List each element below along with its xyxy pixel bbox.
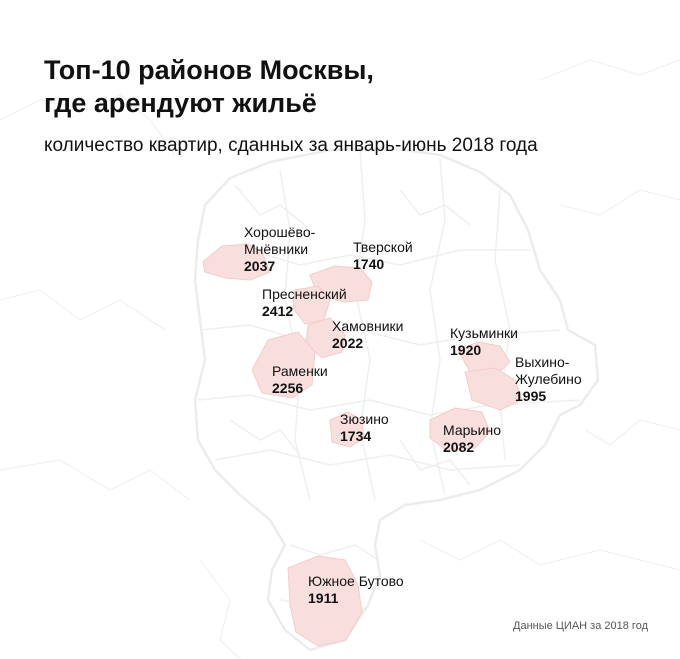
district-label-khoroshevo: Хорошёво- Мнёвники 2037 <box>244 224 315 275</box>
district-count: 2082 <box>443 439 475 455</box>
district-name: Зюзино <box>340 411 389 427</box>
district-label-marino: Марьино 2082 <box>443 422 501 456</box>
source-note: Данные ЦИАН за 2018 год <box>513 620 648 632</box>
outer-region-borders <box>0 59 680 659</box>
district-name: Тверской <box>353 239 413 255</box>
district-label-butovo: Южное Бутово 1911 <box>308 573 404 607</box>
district-label-kuzminki: Кузьминки 1920 <box>450 325 518 359</box>
district-count: 2022 <box>332 335 364 351</box>
district-name: Южное Бутово <box>308 573 404 589</box>
district-count: 1920 <box>450 342 482 358</box>
district-label-ramenki: Раменки 2256 <box>272 363 328 397</box>
district-label-khamovniki: Хамовники 2022 <box>332 318 403 352</box>
district-count: 2412 <box>262 303 294 319</box>
district-name: Марьино <box>443 422 502 438</box>
district-shape-marino <box>429 407 491 451</box>
district-count: 2037 <box>244 258 276 274</box>
district-label-presnensky: Пресненский 2412 <box>262 286 347 320</box>
district-label-zyuzino: Зюзино 1734 <box>340 411 389 445</box>
district-borders <box>197 149 581 611</box>
district-name: Выхино- <box>515 354 570 370</box>
district-shape-vykhino <box>464 367 523 411</box>
map-title: Топ-10 районов Москвы, где арендуют жиль… <box>44 54 644 120</box>
district-label-vykhino: Выхино- Жулебино 1995 <box>515 354 582 405</box>
district-count: 1911 <box>308 590 339 606</box>
district-label-tverskoy: Тверской 1740 <box>353 239 413 273</box>
district-shape-ramenki <box>251 331 316 399</box>
district-name: Кузьминки <box>450 325 518 341</box>
district-name: Хамовники <box>332 318 404 334</box>
district-count: 1740 <box>353 256 385 272</box>
title-line-1: Топ-10 районов Москвы, <box>44 55 374 85</box>
map-subtitle: количество квартир, сданных за январь-ию… <box>44 135 538 156</box>
district-name: Жулебино <box>515 371 582 387</box>
district-count: 2256 <box>272 380 304 396</box>
district-shape-butovo <box>287 555 363 647</box>
district-name: Хорошёво- <box>244 224 316 240</box>
district-shape-khoroshevo <box>202 243 271 281</box>
district-shape-zyuzino <box>329 411 365 448</box>
title-line-2: где арендуют жильё <box>44 88 317 118</box>
district-name: Раменки <box>272 363 328 379</box>
highlighted-districts <box>202 243 523 647</box>
district-count: 1734 <box>340 428 372 444</box>
district-name: Мнёвники <box>244 241 309 257</box>
district-name: Пресненский <box>262 286 347 302</box>
district-count: 1995 <box>515 388 547 404</box>
